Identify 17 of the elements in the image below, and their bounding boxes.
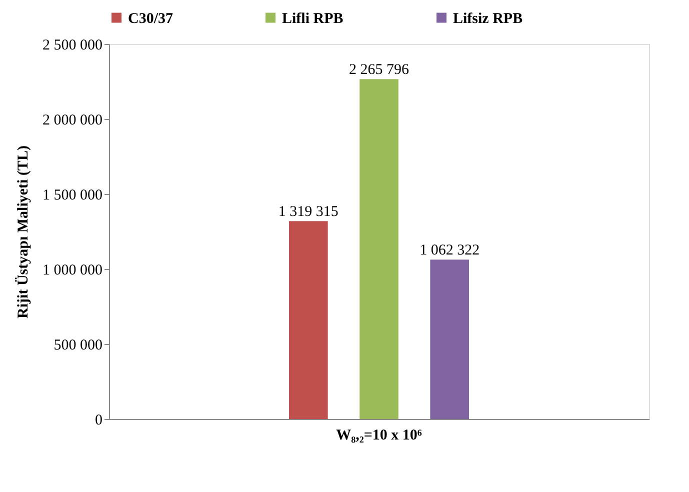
legend-label: Lifsiz RPB bbox=[453, 10, 523, 27]
bar bbox=[360, 79, 398, 419]
y-tick-label: 2 000 000 bbox=[42, 112, 102, 128]
bar bbox=[289, 221, 328, 419]
y-tick-label: 500 000 bbox=[54, 338, 102, 354]
y-tick-label: 1 500 000 bbox=[42, 188, 102, 204]
y-tick-label: 2 500 000 bbox=[42, 38, 102, 54]
y-axis-title: Rijit Üstyapı Maliyeti (TL) bbox=[14, 146, 32, 318]
legend-label: Lifli RPB bbox=[282, 10, 344, 27]
data-label: 1 062 322 bbox=[420, 242, 480, 259]
legend-label: C30/37 bbox=[128, 10, 174, 27]
y-tick-label: 1 000 000 bbox=[42, 262, 102, 278]
bar bbox=[430, 260, 469, 419]
data-label: 1 319 315 bbox=[278, 204, 338, 220]
data-label: 2 265 796 bbox=[349, 62, 410, 78]
y-tick-label: 0 bbox=[95, 412, 102, 428]
x-tick-label: W₈,₂=10 x 10⁶ bbox=[336, 428, 422, 444]
